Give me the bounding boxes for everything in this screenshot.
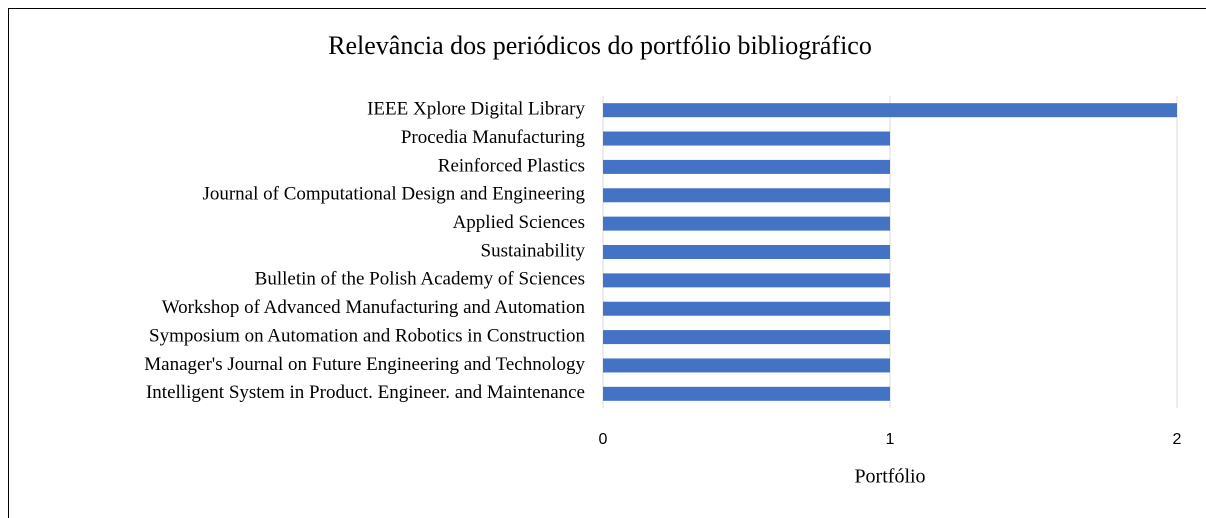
y-tick-label: Symposium on Automation and Robotics in … xyxy=(149,325,585,346)
x-axis-label: Portfólio xyxy=(854,466,925,488)
bar xyxy=(603,273,890,288)
x-tick-label: 1 xyxy=(886,431,895,448)
bar xyxy=(603,159,890,174)
y-tick-label: Intelligent System in Product. Engineer.… xyxy=(146,382,585,403)
y-tick-label: IEEE Xplore Digital Library xyxy=(367,99,585,120)
bar xyxy=(603,131,890,146)
bar xyxy=(603,216,890,231)
y-tick-label: Manager's Journal on Future Engineering … xyxy=(144,354,585,375)
y-tick-label: Sustainability xyxy=(481,240,586,261)
bar xyxy=(603,103,1177,118)
bar xyxy=(603,358,890,373)
y-tick-label: Applied Sciences xyxy=(453,212,585,233)
y-tick-label: Journal of Computational Design and Engi… xyxy=(202,184,585,205)
y-tick-label: Workshop of Advanced Manufacturing and A… xyxy=(162,297,586,318)
y-tick-label: Bulletin of the Polish Academy of Scienc… xyxy=(255,269,585,290)
bar xyxy=(603,386,890,401)
bar xyxy=(603,188,890,203)
chart-border xyxy=(8,8,1206,518)
bar xyxy=(603,301,890,316)
y-tick-label: Reinforced Plastics xyxy=(438,155,585,176)
y-tick-label: Procedia Manufacturing xyxy=(401,127,586,148)
bar xyxy=(603,330,890,345)
x-tick-label: 2 xyxy=(1173,431,1182,448)
x-tick-label: 0 xyxy=(599,431,608,448)
chart-title: Relevância dos periódicos do portfólio b… xyxy=(328,31,872,60)
bar xyxy=(603,245,890,259)
